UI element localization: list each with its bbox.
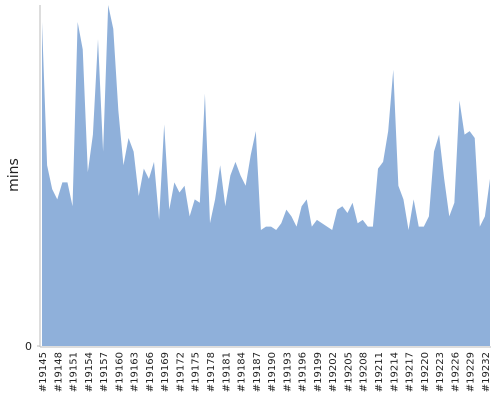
- x-tick-label: #19232: [481, 352, 492, 392]
- x-tick-label: #19157: [99, 352, 110, 392]
- x-tick-label: #19208: [359, 352, 370, 392]
- x-tick-label: #19178: [206, 352, 217, 392]
- x-tick-label: #19211: [374, 352, 385, 392]
- y-tick-label: 0: [25, 340, 32, 353]
- x-tick-label: #19148: [53, 352, 64, 392]
- x-tick-label: #19214: [389, 352, 400, 392]
- x-tick-label: #19220: [420, 352, 431, 392]
- x-tick-label: #19175: [191, 352, 202, 392]
- x-tick-label: #19199: [313, 352, 324, 392]
- x-tick-label: #19184: [237, 352, 248, 392]
- x-tick-label: #19151: [69, 352, 80, 392]
- x-tick-label: #19193: [282, 352, 293, 392]
- area: [42, 5, 490, 346]
- x-tick-label: #19160: [114, 352, 125, 392]
- x-tick-label: #19181: [221, 352, 232, 392]
- y-axis-label: mins: [6, 158, 22, 192]
- x-tick-label: #19217: [405, 352, 416, 392]
- x-tick-label: #19205: [343, 352, 354, 392]
- x-tick-label: #19196: [298, 352, 309, 392]
- x-tick-label: #19169: [160, 352, 171, 392]
- x-tick-label: #19163: [130, 352, 141, 392]
- x-tick-label: #19172: [175, 352, 186, 392]
- x-tick-label: #19226: [450, 352, 461, 392]
- x-tick-label: #19166: [145, 352, 156, 392]
- x-tick-label: #19145: [38, 352, 49, 392]
- x-tick-label: #19187: [252, 352, 263, 392]
- x-tick-label: #19190: [267, 352, 278, 392]
- x-tick-label: #19202: [328, 352, 339, 392]
- x-tick-label: #19229: [466, 352, 477, 392]
- x-tick-label: #19154: [84, 352, 95, 392]
- x-tick-label: #19223: [435, 352, 446, 392]
